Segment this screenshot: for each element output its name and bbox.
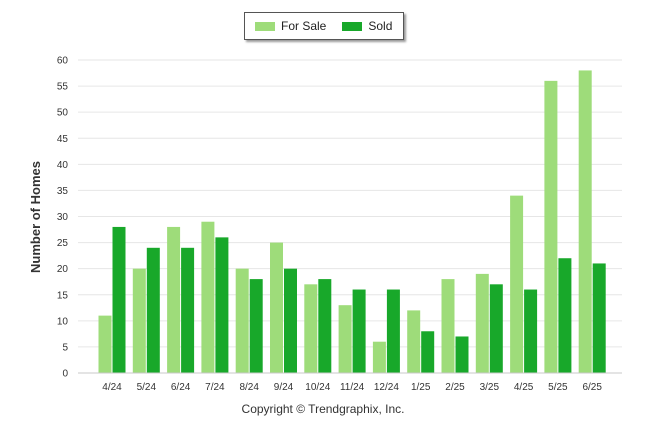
bar-for-sale[interactable] [578,70,592,373]
bar-for-sale[interactable] [132,268,146,373]
bar-sold[interactable] [489,284,503,373]
y-tick-label: 60 [57,56,69,67]
y-tick-label: 0 [62,369,68,380]
bar-for-sale[interactable] [475,273,489,373]
bar-sold[interactable] [318,279,332,373]
y-tick-label: 55 [57,82,69,93]
legend-swatch-sold [342,21,363,31]
bar-for-sale[interactable] [235,268,249,373]
x-tick-label: 10/24 [305,382,330,393]
x-tick-label: 8/24 [239,382,259,393]
bar-for-sale[interactable] [338,305,352,373]
bar-sold[interactable] [146,247,160,373]
y-tick-label: 30 [57,212,69,223]
bar-for-sale[interactable] [167,226,181,373]
bar-sold[interactable] [249,279,263,373]
x-tick-label: 11/24 [340,382,365,393]
x-tick-label: 6/24 [171,382,191,393]
x-axis-ticks: 4/24 5/24 6/24 7/24 8/24 9/24 10/24 11/24 12/24 1… [102,382,602,393]
bar-for-sale[interactable] [201,221,215,373]
x-tick-label: 7/24 [205,382,225,393]
y-tick-label: 45 [57,134,69,145]
bar-sold[interactable] [215,237,229,373]
y-tick-label: 40 [57,160,69,171]
x-tick-label: 4/24 [102,382,122,393]
bar-sold[interactable] [421,331,435,373]
legend-item-for-sale[interactable]: For Sale [255,19,326,33]
bar-for-sale[interactable] [441,279,455,373]
y-tick-label: 10 [57,316,69,327]
legend-label-sold: Sold [368,19,393,33]
bar-sold[interactable] [112,226,126,373]
bar-sold[interactable] [524,289,538,373]
bar-sold[interactable] [592,263,606,373]
x-tick-label: 2/25 [445,382,465,393]
bar-for-sale[interactable] [304,284,318,373]
y-axis-ticks: 0 5 10 15 20 25 30 35 40 45 50 55 60 [57,56,69,380]
legend-label-for-sale: For Sale [281,19,327,33]
bar-for-sale[interactable] [98,315,112,373]
x-tick-label: 5/25 [548,382,568,393]
x-tick-label: 12/24 [374,382,399,393]
bar-sold[interactable] [352,289,366,373]
bar-sold[interactable] [386,289,400,373]
bar-sold[interactable] [455,336,469,373]
bars [98,70,606,373]
copyright-credit: Copyright © Trendgraphix, Inc. [241,402,405,416]
bar-sold[interactable] [284,268,297,373]
y-tick-label: 35 [57,186,69,197]
bar-for-sale[interactable] [544,80,558,373]
bar-for-sale[interactable] [510,195,524,373]
y-tick-label: 20 [57,264,69,275]
x-tick-label: 1/25 [411,382,431,393]
x-tick-label: 6/25 [582,382,602,393]
bar-for-sale[interactable] [407,310,421,373]
y-tick-label: 15 [57,290,69,301]
x-tick-label: 3/25 [480,382,500,393]
legend-item-sold[interactable]: Sold [342,19,392,33]
bar-sold[interactable] [558,258,572,373]
x-tick-label: 4/25 [514,382,534,393]
x-tick-label: 5/24 [137,382,157,393]
y-tick-label: 25 [57,238,69,249]
legend-swatch-for-sale [255,21,275,31]
bar-for-sale[interactable] [270,242,283,373]
legend: For Sale Sold [244,12,404,40]
bar-for-sale[interactable] [372,341,386,373]
y-tick-label: 50 [57,108,69,119]
x-tick-label: 9/24 [274,382,294,393]
y-tick-label: 5 [62,342,68,353]
bar-sold[interactable] [181,247,195,373]
y-axis-label: Number of Homes [28,161,43,273]
